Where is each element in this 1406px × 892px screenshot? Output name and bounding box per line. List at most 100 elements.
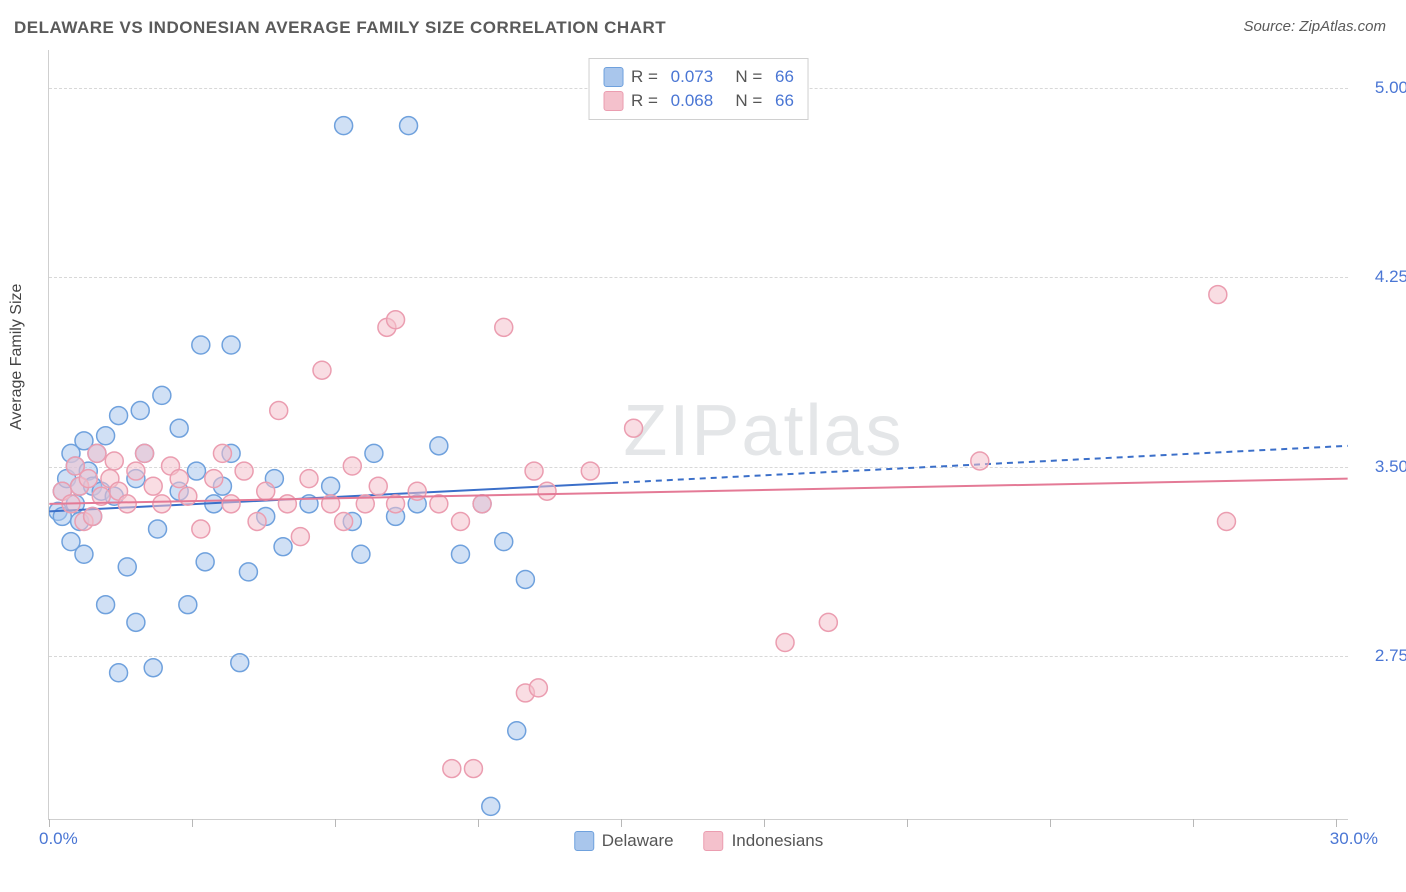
data-point bbox=[278, 495, 296, 513]
data-point bbox=[387, 311, 405, 329]
legend-label: Indonesians bbox=[732, 831, 824, 851]
legend-n-label: N = bbox=[721, 91, 767, 111]
data-point bbox=[343, 457, 361, 475]
data-point bbox=[179, 487, 197, 505]
data-point bbox=[300, 470, 318, 488]
legend-n-value: 66 bbox=[775, 91, 794, 111]
x-max-label: 30.0% bbox=[1330, 829, 1378, 849]
y-tick-label: 2.75 bbox=[1358, 646, 1406, 666]
data-point bbox=[482, 797, 500, 815]
legend-series: Delaware Indonesians bbox=[574, 831, 824, 851]
data-point bbox=[508, 722, 526, 740]
legend-label: Delaware bbox=[602, 831, 674, 851]
data-point bbox=[776, 634, 794, 652]
data-point bbox=[179, 596, 197, 614]
data-point bbox=[473, 495, 491, 513]
data-point bbox=[495, 533, 513, 551]
data-point bbox=[118, 495, 136, 513]
x-tick bbox=[907, 819, 908, 827]
data-point bbox=[274, 538, 292, 556]
data-point bbox=[451, 512, 469, 530]
data-point bbox=[149, 520, 167, 538]
x-tick bbox=[335, 819, 336, 827]
data-point bbox=[136, 444, 154, 462]
y-tick-label: 4.25 bbox=[1358, 267, 1406, 287]
data-point bbox=[369, 477, 387, 495]
source-label: Source: ZipAtlas.com bbox=[1243, 18, 1386, 35]
data-point bbox=[196, 553, 214, 571]
data-point bbox=[192, 336, 210, 354]
data-point bbox=[205, 470, 223, 488]
legend-r-label: R = bbox=[631, 91, 663, 111]
data-point bbox=[538, 482, 556, 500]
data-point bbox=[248, 512, 266, 530]
data-point bbox=[352, 545, 370, 563]
data-point bbox=[231, 654, 249, 672]
data-point bbox=[525, 462, 543, 480]
data-point bbox=[291, 528, 309, 546]
data-point bbox=[451, 545, 469, 563]
data-point bbox=[235, 462, 253, 480]
x-tick bbox=[1050, 819, 1051, 827]
data-point bbox=[495, 318, 513, 336]
data-point bbox=[365, 444, 383, 462]
data-point bbox=[257, 482, 275, 500]
data-point bbox=[819, 613, 837, 631]
x-tick bbox=[49, 819, 50, 827]
legend-swatch bbox=[704, 831, 724, 851]
data-point bbox=[110, 664, 128, 682]
data-point bbox=[313, 361, 331, 379]
y-tick-label: 3.50 bbox=[1358, 457, 1406, 477]
data-point bbox=[153, 386, 171, 404]
data-point bbox=[400, 117, 418, 135]
data-point bbox=[516, 570, 534, 588]
legend-row: R = 0.068 N = 66 bbox=[603, 89, 794, 113]
legend-r-value: 0.073 bbox=[671, 67, 714, 87]
x-tick bbox=[764, 819, 765, 827]
data-point bbox=[84, 507, 102, 525]
data-point bbox=[97, 427, 115, 445]
trend-line bbox=[49, 479, 1347, 504]
x-tick bbox=[1193, 819, 1194, 827]
data-point bbox=[335, 512, 353, 530]
data-point bbox=[75, 545, 93, 563]
data-point bbox=[127, 462, 145, 480]
y-tick-label: 5.00 bbox=[1358, 78, 1406, 98]
x-tick bbox=[478, 819, 479, 827]
x-tick bbox=[1336, 819, 1337, 827]
x-tick bbox=[621, 819, 622, 827]
x-min-label: 0.0% bbox=[39, 829, 78, 849]
data-point bbox=[144, 659, 162, 677]
legend-item: Indonesians bbox=[704, 831, 824, 851]
legend-row: R = 0.073 N = 66 bbox=[603, 65, 794, 89]
data-point bbox=[170, 470, 188, 488]
data-point bbox=[222, 336, 240, 354]
data-point bbox=[322, 477, 340, 495]
legend-r-value: 0.068 bbox=[671, 91, 714, 111]
data-point bbox=[464, 760, 482, 778]
data-point bbox=[144, 477, 162, 495]
data-point bbox=[187, 462, 205, 480]
legend-swatch bbox=[603, 91, 623, 111]
data-point bbox=[581, 462, 599, 480]
data-point bbox=[335, 117, 353, 135]
data-point bbox=[430, 495, 448, 513]
data-point bbox=[1217, 512, 1235, 530]
data-point bbox=[105, 452, 123, 470]
data-point bbox=[192, 520, 210, 538]
data-point bbox=[625, 419, 643, 437]
chart-title: DELAWARE VS INDONESIAN AVERAGE FAMILY SI… bbox=[14, 18, 666, 38]
legend-swatch bbox=[603, 67, 623, 87]
plot-area: ZIPatlas R = 0.073 N = 66R = 0.068 N = 6… bbox=[48, 50, 1348, 820]
data-point bbox=[110, 407, 128, 425]
legend-r-label: R = bbox=[631, 67, 663, 87]
legend-correlation: R = 0.073 N = 66R = 0.068 N = 66 bbox=[588, 58, 809, 120]
data-point bbox=[971, 452, 989, 470]
legend-n-label: N = bbox=[721, 67, 767, 87]
data-point bbox=[127, 613, 145, 631]
data-point bbox=[79, 470, 97, 488]
chart-svg bbox=[49, 50, 1348, 819]
legend-n-value: 66 bbox=[775, 67, 794, 87]
data-point bbox=[529, 679, 547, 697]
data-point bbox=[1209, 286, 1227, 304]
